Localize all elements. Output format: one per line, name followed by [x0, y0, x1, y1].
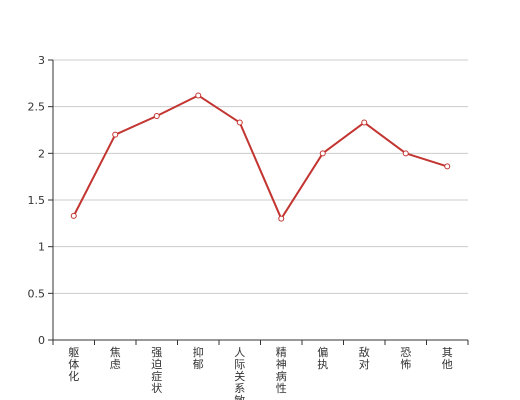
x-tick-label: 强迫症状	[151, 346, 162, 395]
data-point	[236, 119, 243, 126]
x-tick-label: 敌对	[359, 345, 370, 371]
series-line	[72, 94, 448, 220]
y-tick-label: 1	[38, 241, 45, 254]
data-point	[278, 215, 285, 222]
axis-labels: 0 0.5 1 1.5 2 2.5 3 躯体化 焦虑 强迫症状 抑郁 人际关系敏感 精神病性 偏执 敌对 恐怖…	[28, 54, 453, 400]
y-tick-label: 0.5	[28, 287, 46, 300]
axes	[48, 59, 469, 345]
x-tick-label: 躯体化	[68, 346, 79, 383]
x-tick-label: 人际关系敏感	[234, 346, 245, 400]
data-point	[402, 150, 409, 157]
x-tick-label: 精神病性	[276, 346, 287, 395]
data-point	[444, 163, 451, 170]
grid-lines	[53, 59, 468, 294]
y-tick-label: 2.5	[28, 101, 46, 114]
y-tick-label: 3	[38, 54, 45, 67]
data-point	[70, 212, 77, 219]
y-tick-label: 0	[38, 334, 45, 347]
series-line-group	[70, 92, 451, 222]
x-tick-label: 恐怖	[400, 346, 411, 371]
x-tick-label: 其他	[442, 346, 453, 371]
x-tick-label: 焦虑	[110, 346, 121, 371]
data-point	[319, 150, 326, 157]
y-tick-label: 1.5	[28, 194, 46, 207]
x-tick-label: 偏执	[317, 345, 328, 371]
y-tick-label: 2	[38, 147, 45, 160]
data-point	[361, 119, 368, 126]
data-point	[195, 92, 202, 99]
x-tick-label: 抑郁	[193, 345, 204, 371]
data-point	[112, 131, 119, 138]
data-point	[153, 113, 160, 119]
